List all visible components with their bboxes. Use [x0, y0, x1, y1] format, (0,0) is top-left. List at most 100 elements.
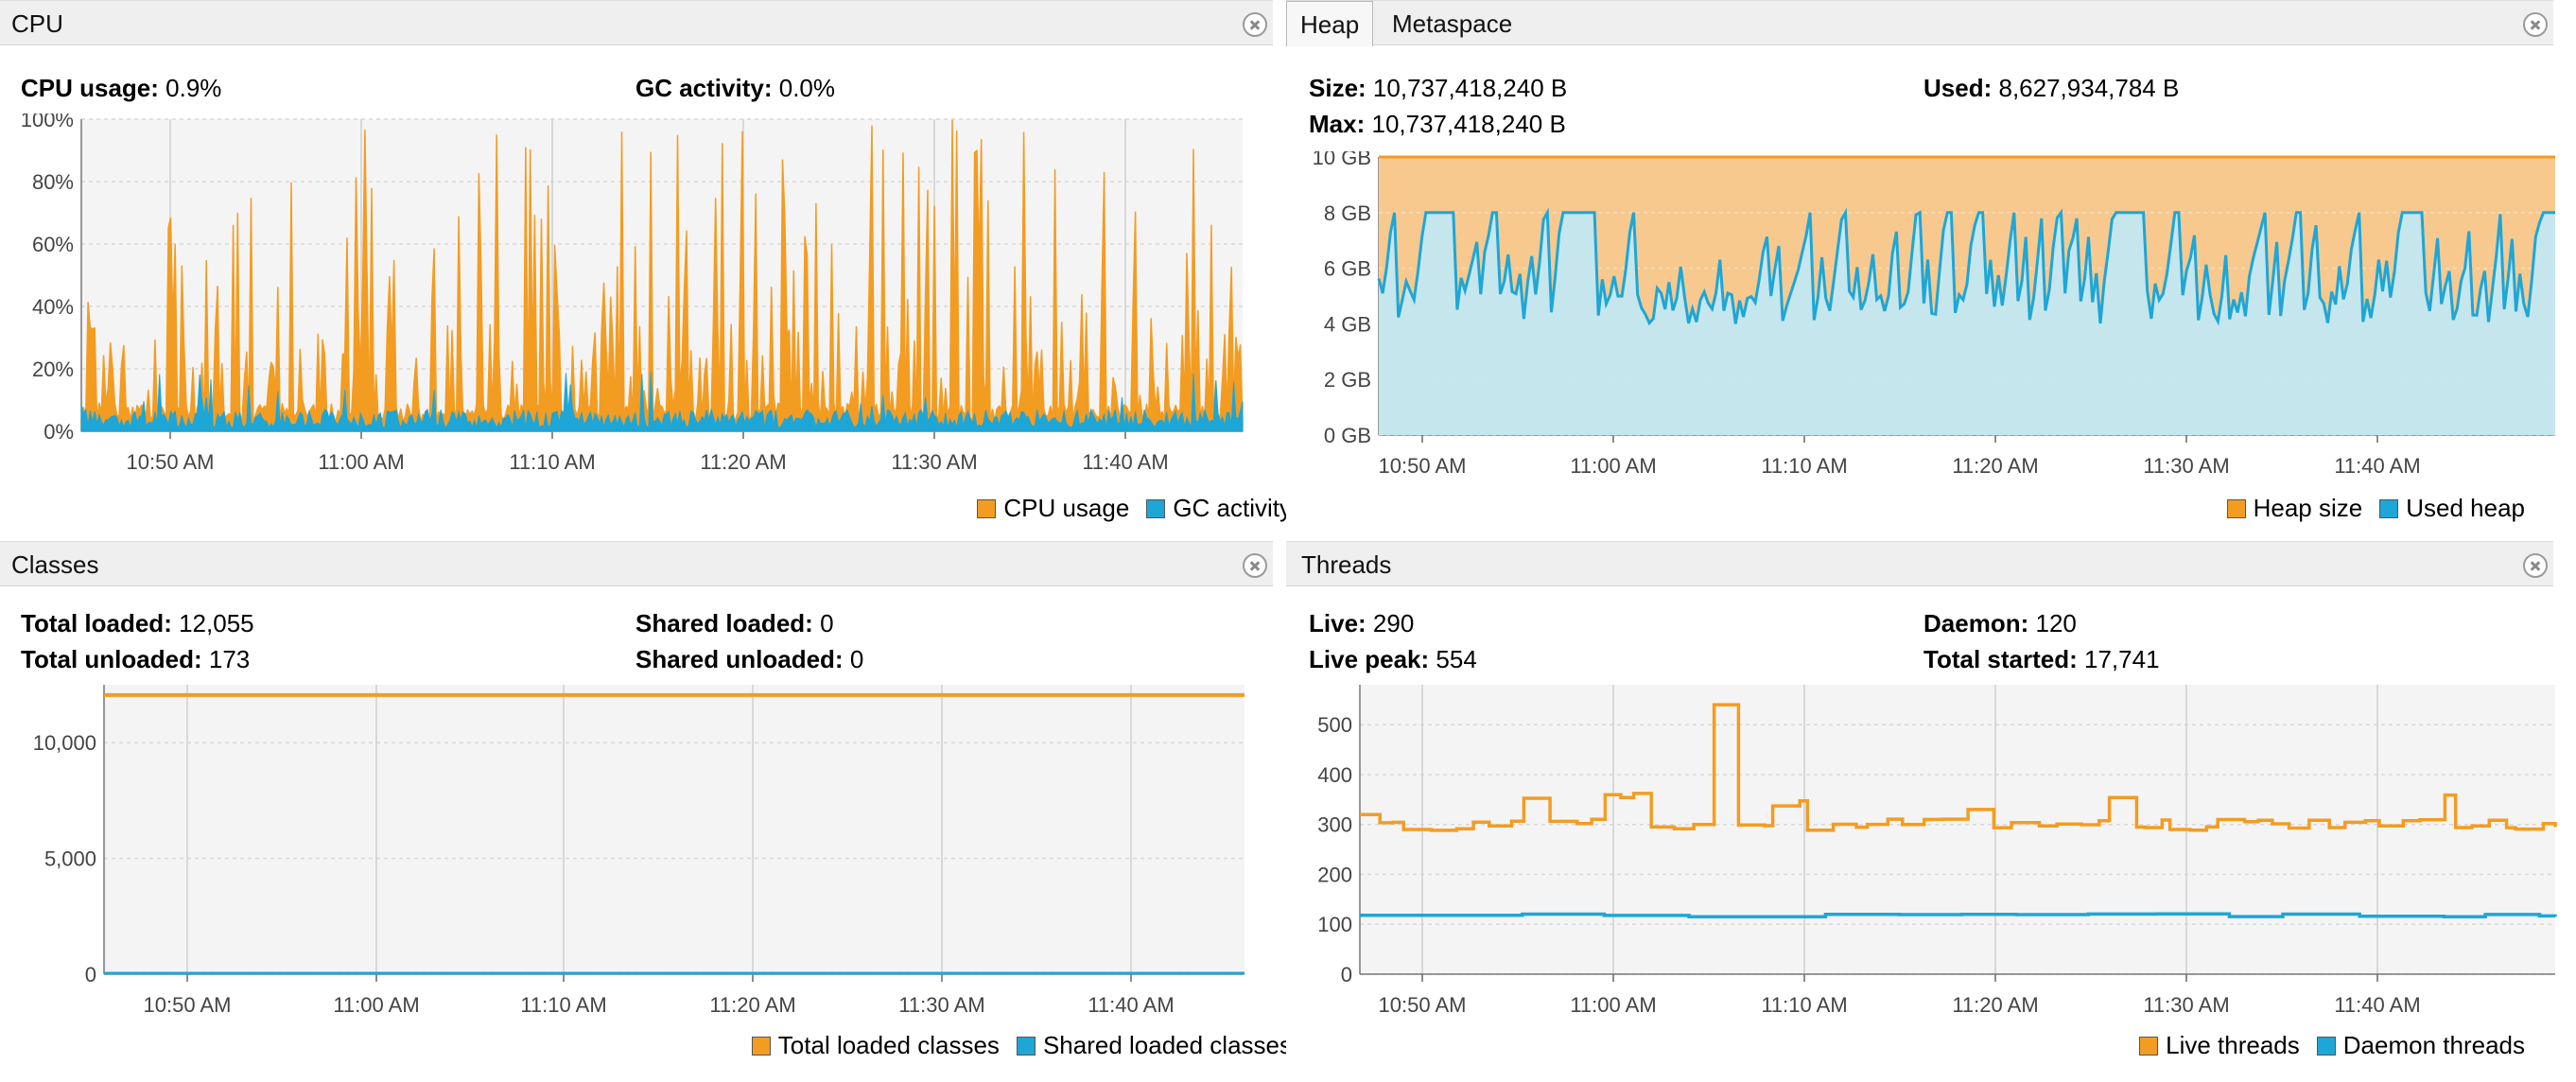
- heap-size-stat: Size: 10,737,418,240 B: [1309, 74, 1567, 103]
- close-icon[interactable]: [2523, 12, 2548, 37]
- gc-activity-value: 0.0%: [778, 74, 835, 102]
- cpu-panel: CPU CPU usage: 0.9% GC activity: 0.0% 0%…: [0, 0, 1292, 537]
- threads-header: Threads: [1286, 541, 2553, 586]
- heap-chart: 0 GB 2 GB 4 GB 6 GB 8 GB 10 GB 10:50 AM 11:00 A…: [1286, 146, 2576, 492]
- threads-panel: Threads Live: 290 Live peak: 554 Daemon:…: [1286, 541, 2576, 1082]
- heap-max-value: 10,737,418,240 B: [1371, 110, 1566, 138]
- total-loaded-swatch: [751, 1036, 771, 1056]
- x-tick-label: 11:30 AM: [2143, 454, 2229, 478]
- classes-chart-svg: 0 5,000 10,000 10:50 AM 11:00 AM 11:10 AM 11:2…: [33, 685, 1244, 1017]
- close-icon[interactable]: [1243, 553, 1267, 578]
- live-peak-label: Live peak:: [1309, 645, 1430, 673]
- x-tick-label: 11:10 AM: [1761, 454, 1847, 478]
- y-tick-label: 400: [1317, 763, 1352, 787]
- threads-chart: 0 100 200 300 400 500 10:50 AM 11:00 AM 11:10 AM…: [1286, 681, 2576, 1031]
- x-tick-label: 11:20 AM: [709, 993, 795, 1017]
- heap-panel: Heap Metaspace Size: 10,737,418,240 B Us…: [1286, 0, 2576, 537]
- live-threads-swatch: [2139, 1036, 2159, 1056]
- x-tick-label: 11:30 AM: [898, 993, 984, 1017]
- x-tick-label: 10:50 AM: [127, 450, 215, 474]
- gc-activity-swatch: [1146, 498, 1166, 518]
- legend-cpu-usage-label: CPU usage: [1003, 494, 1130, 522]
- x-tick-label: 10:50 AM: [1379, 993, 1467, 1017]
- y-tick-label: 500: [1317, 713, 1352, 737]
- y-tick-label: 100%: [21, 113, 74, 131]
- used-heap-swatch: [2379, 498, 2399, 518]
- total-unloaded-label: Total unloaded:: [21, 645, 202, 673]
- classes-header: Classes: [0, 541, 1273, 586]
- heap-used-value: 8,627,934,784 B: [1998, 74, 2180, 102]
- total-loaded-label: Total loaded:: [21, 609, 172, 637]
- classes-title: Classes: [11, 550, 99, 579]
- y-tick-label: 80%: [32, 170, 74, 194]
- x-tick-label: 11:40 AM: [2334, 454, 2420, 478]
- heap-legend: Heap size Used heap: [2210, 494, 2525, 523]
- legend-gc-activity[interactable]: GC activity: [1146, 494, 1292, 523]
- total-started-value: 17,741: [2084, 645, 2160, 673]
- plot-area: [81, 119, 1243, 431]
- shared-unloaded-value: 0: [849, 645, 864, 673]
- heap-used-label: Used:: [1923, 74, 1993, 102]
- y-tick-label: 2 GB: [1324, 368, 1371, 392]
- live-peak-value: 554: [1436, 645, 1477, 673]
- legend-shared-loaded-label: Shared loaded classes: [1042, 1031, 1292, 1059]
- gc-activity-label: GC activity:: [635, 74, 773, 102]
- close-icon[interactable]: [2523, 553, 2548, 578]
- cpu-usage-stat: CPU usage: 0.9%: [21, 74, 221, 103]
- tab-metaspace[interactable]: Metaspace: [1392, 9, 1513, 38]
- total-unloaded-stat: Total unloaded: 173: [21, 645, 250, 674]
- y-tick-label: 8 GB: [1324, 201, 1371, 225]
- legend-cpu-usage[interactable]: CPU usage: [977, 494, 1129, 523]
- total-loaded-value: 12,055: [179, 609, 254, 637]
- y-tick-label: 40%: [32, 295, 74, 319]
- x-tick-label: 11:30 AM: [2143, 993, 2229, 1017]
- shared-loaded-stat: Shared loaded: 0: [635, 609, 834, 638]
- legend-total-loaded[interactable]: Total loaded classes: [751, 1031, 1000, 1060]
- live-stat: Live: 290: [1309, 609, 1414, 638]
- live-threads-line: [1360, 703, 2557, 832]
- live-label: Live:: [1309, 609, 1366, 637]
- cpu-title: CPU: [11, 9, 63, 38]
- shared-unloaded-stat: Shared unloaded: 0: [635, 645, 863, 674]
- y-tick-label: 60%: [32, 233, 74, 256]
- x-tick-label: 11:00 AM: [1570, 454, 1656, 478]
- live-peak-stat: Live peak: 554: [1309, 645, 1477, 674]
- legend-used-heap[interactable]: Used heap: [2379, 494, 2525, 523]
- live-value: 290: [1372, 609, 1415, 637]
- threads-chart-svg: 0 100 200 300 400 500 10:50 AM 11:00 AM 11:10 AM…: [1317, 685, 2557, 1017]
- legend-live-threads-label: Live threads: [2166, 1031, 2300, 1059]
- x-tick-label: 11:20 AM: [1952, 993, 2038, 1017]
- shared-unloaded-label: Shared unloaded:: [635, 645, 844, 673]
- legend-daemon-threads-label: Daemon threads: [2342, 1031, 2525, 1059]
- legend-shared-loaded[interactable]: Shared loaded classes: [1016, 1031, 1292, 1060]
- used-heap-area: [1379, 212, 2555, 435]
- y-tick-label: 20%: [32, 358, 74, 381]
- y-tick-label: 100: [1317, 913, 1352, 936]
- total-started-label: Total started:: [1923, 645, 2078, 673]
- total-started-stat: Total started: 17,741: [1923, 645, 2160, 674]
- x-tick-label: 10:50 AM: [1379, 454, 1467, 478]
- x-tick-label: 11:10 AM: [509, 450, 595, 474]
- x-tick-label: 11:10 AM: [520, 993, 606, 1017]
- shared-loaded-value: 0: [820, 609, 834, 637]
- total-unloaded-value: 173: [208, 645, 251, 673]
- x-tick-label: 11:10 AM: [1761, 993, 1847, 1017]
- legend-gc-activity-label: GC activity: [1173, 494, 1292, 522]
- cpu-chart: 0% 20% 40% 60% 80% 100% 10:50 AM 11:00 AM 11:10 …: [0, 108, 1273, 492]
- legend-live-threads[interactable]: Live threads: [2139, 1031, 2300, 1060]
- y-tick-label: 10,000: [33, 731, 96, 755]
- total-loaded-stat: Total loaded: 12,055: [21, 609, 254, 638]
- tab-heap[interactable]: Heap: [1286, 1, 1374, 46]
- close-icon[interactable]: [1243, 12, 1267, 37]
- x-tick-label: 11:00 AM: [333, 993, 419, 1017]
- y-tick-label: 10 GB: [1313, 151, 1371, 169]
- plot-area: [104, 685, 1244, 974]
- legend-daemon-threads[interactable]: Daemon threads: [2316, 1031, 2525, 1060]
- threads-title: Threads: [1301, 550, 1392, 579]
- daemon-label: Daemon:: [1923, 609, 2029, 637]
- legend-heap-size[interactable]: Heap size: [2226, 494, 2362, 523]
- daemon-threads-swatch: [2316, 1036, 2336, 1056]
- heap-size-value: 10,737,418,240 B: [1372, 74, 1568, 102]
- daemon-stat: Daemon: 120: [1923, 609, 2077, 638]
- y-tick-label: 0 GB: [1324, 424, 1371, 447]
